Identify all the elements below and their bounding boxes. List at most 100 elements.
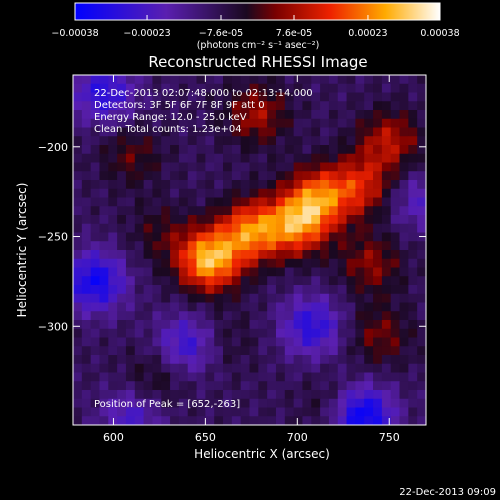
- heatmap-cell: [284, 328, 295, 338]
- heatmap-cell: [328, 381, 339, 391]
- heatmap-cell: [125, 363, 136, 373]
- heatmap-cell: [302, 101, 312, 111]
- heatmap-cell: [337, 285, 347, 295]
- heatmap-cell: [231, 206, 242, 216]
- heatmap-cells: [73, 75, 427, 426]
- heatmap-cell: [90, 320, 100, 330]
- heatmap-cell: [390, 118, 400, 128]
- heatmap-cell: [346, 118, 356, 128]
- heatmap-cell: [417, 188, 427, 198]
- heatmap-cell: [373, 250, 383, 260]
- heatmap-cell: [346, 337, 356, 347]
- heatmap-cell: [223, 145, 233, 155]
- heatmap-cell: [152, 241, 162, 251]
- heatmap-cell: [81, 118, 92, 128]
- heatmap-cell: [81, 145, 92, 155]
- heatmap-cell: [364, 398, 374, 408]
- heatmap-cell: [390, 302, 400, 312]
- heatmap-cell: [81, 390, 92, 400]
- x-tick-label: 700: [287, 431, 308, 444]
- heatmap-cell: [293, 188, 303, 198]
- heatmap-cell: [161, 232, 171, 242]
- heatmap-cell: [346, 302, 356, 312]
- heatmap-cell: [240, 83, 250, 93]
- heatmap-cell: [320, 328, 330, 338]
- heatmap-cell: [125, 223, 136, 233]
- heatmap-cell: [249, 127, 259, 137]
- heatmap-cell: [178, 75, 189, 85]
- heatmap-cell: [267, 110, 277, 120]
- heatmap-cell: [346, 407, 356, 417]
- heatmap-cell: [231, 346, 242, 356]
- heatmap-cell: [223, 276, 233, 286]
- heatmap-cell: [99, 136, 109, 146]
- heatmap-cell: [373, 363, 383, 373]
- heatmap-cell: [187, 337, 197, 347]
- heatmap-cell: [187, 320, 197, 330]
- heatmap-cell: [381, 311, 392, 321]
- heatmap-cell: [73, 145, 83, 155]
- heatmap-cell: [337, 302, 347, 312]
- heatmap-cell: [355, 92, 365, 102]
- heatmap-cell: [328, 363, 339, 373]
- heatmap-cell: [346, 258, 356, 268]
- heatmap-cell: [240, 110, 250, 120]
- heatmap-cell: [390, 398, 400, 408]
- heatmap-cell: [390, 197, 400, 207]
- heatmap-cell: [258, 398, 268, 408]
- heatmap-cell: [328, 162, 339, 172]
- heatmap-cell: [355, 416, 365, 426]
- heatmap-cell: [258, 407, 268, 417]
- heatmap-cell: [170, 153, 180, 163]
- heatmap-cell: [143, 337, 153, 347]
- heatmap-cell: [196, 285, 206, 295]
- heatmap-cell: [73, 337, 83, 347]
- heatmap-cell: [73, 197, 83, 207]
- heatmap-cell: [108, 197, 118, 207]
- heatmap-cell: [373, 407, 383, 417]
- heatmap-cell: [178, 136, 189, 146]
- heatmap-cell: [143, 258, 153, 268]
- heatmap-cell: [196, 390, 206, 400]
- heatmap-cell: [231, 398, 242, 408]
- heatmap-cell: [125, 101, 136, 111]
- heatmap-cell: [267, 276, 277, 286]
- heatmap-cell: [320, 232, 330, 242]
- heatmap-cell: [373, 285, 383, 295]
- heatmap-cell: [170, 180, 180, 190]
- heatmap-cell: [223, 162, 233, 172]
- heatmap-cell: [381, 153, 392, 163]
- heatmap-cell: [258, 267, 268, 277]
- heatmap-cell: [258, 390, 268, 400]
- heatmap-cell: [355, 293, 365, 303]
- heatmap-cell: [108, 258, 118, 268]
- heatmap-cell: [99, 293, 109, 303]
- heatmap-cell: [90, 241, 100, 251]
- heatmap-cell: [346, 311, 356, 321]
- heatmap-cell: [417, 118, 427, 128]
- heatmap-cell: [196, 145, 206, 155]
- heatmap-cell: [99, 223, 109, 233]
- heatmap-cell: [223, 390, 233, 400]
- heatmap-cell: [240, 241, 250, 251]
- heatmap-cell: [152, 162, 162, 172]
- heatmap-cell: [381, 390, 392, 400]
- heatmap-cell: [328, 101, 339, 111]
- heatmap-cell: [267, 223, 277, 233]
- heatmap-cell: [302, 381, 312, 391]
- heatmap-cell: [346, 215, 356, 225]
- heatmap-cell: [214, 328, 224, 338]
- heatmap-cell: [249, 416, 259, 426]
- heatmap-cell: [187, 162, 197, 172]
- heatmap-cell: [81, 398, 92, 408]
- heatmap-cell: [390, 162, 400, 172]
- heatmap-cell: [267, 416, 277, 426]
- heatmap-cell: [346, 188, 356, 198]
- heatmap-cell: [311, 127, 321, 137]
- heatmap-cell: [214, 101, 224, 111]
- heatmap-cell: [355, 250, 365, 260]
- heatmap-cell: [346, 127, 356, 137]
- heatmap-cell: [373, 127, 383, 137]
- x-axis-label: Heliocentric X (arcsec): [194, 447, 330, 461]
- heatmap-cell: [381, 355, 392, 365]
